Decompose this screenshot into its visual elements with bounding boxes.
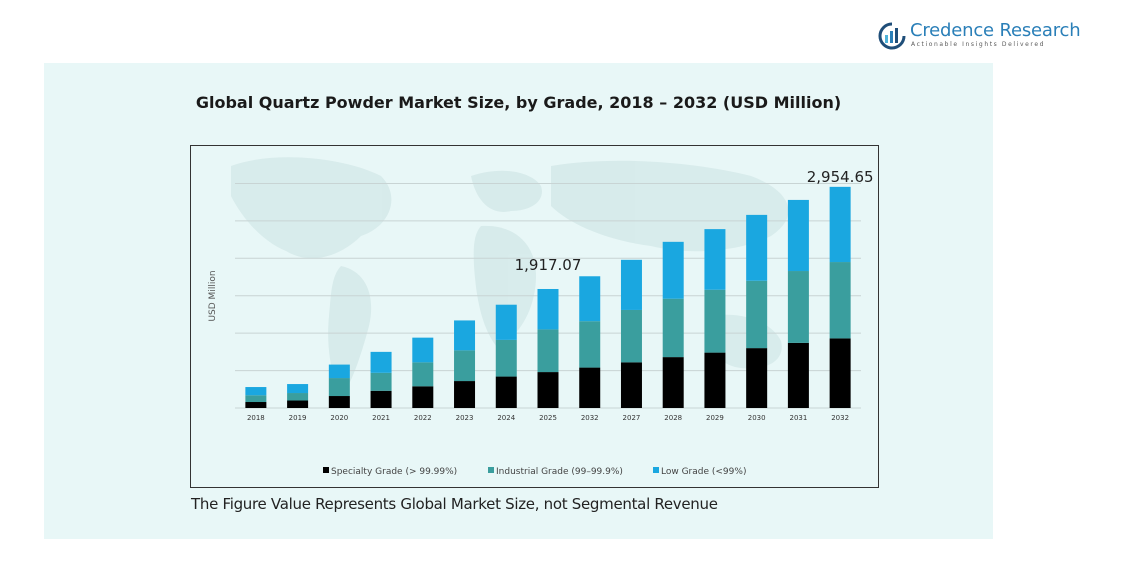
legend-swatch: [653, 467, 659, 473]
footnote: The Figure Value Represents Global Marke…: [191, 495, 718, 513]
x-tick-label: 2025: [539, 414, 557, 422]
x-tick-label: 2032: [831, 414, 849, 422]
y-axis-label: USD Million: [208, 270, 218, 321]
bar-segment: [746, 348, 768, 408]
x-tick-label: 2019: [289, 414, 307, 422]
bar-segment: [787, 199, 809, 272]
x-tick-label: 2032: [581, 414, 599, 422]
bar-segment: [620, 362, 642, 408]
bar-segment: [787, 342, 809, 408]
bar-segment: [287, 400, 309, 408]
bar-segment: [370, 351, 392, 373]
data-label: 2,954.65: [807, 168, 874, 186]
bar-segment: [829, 338, 851, 408]
bar-segment: [370, 390, 392, 408]
bar-segment: [662, 241, 684, 299]
bar-segment: [537, 329, 559, 373]
x-tick-label: 2028: [664, 414, 682, 422]
bar-segment: [579, 367, 601, 408]
bar-segment: [537, 372, 559, 408]
x-tick-label: 2027: [623, 414, 641, 422]
bar-segment: [746, 214, 768, 281]
brand-logo: Credence Research Actionable Insights De…: [878, 20, 1081, 52]
legend-label: Industrial Grade (99–99.9%): [496, 467, 623, 477]
x-tick-label: 2030: [748, 414, 766, 422]
bar-segment: [787, 271, 809, 343]
bar-segment: [328, 364, 350, 379]
bar-segment: [245, 402, 267, 408]
bar-segment: [829, 186, 851, 263]
legend-label: Specialty Grade (> 99.99%): [331, 467, 457, 477]
bar-segment: [704, 289, 726, 353]
bar-segment: [620, 309, 642, 363]
bar-segment: [662, 357, 684, 408]
bar-segment: [620, 259, 642, 310]
bar-segment: [579, 321, 601, 368]
x-tick-label: 2018: [247, 414, 265, 422]
legend-label: Low Grade (<99%): [661, 467, 746, 477]
x-tick-label: 2024: [497, 414, 515, 422]
bar-segment: [287, 384, 309, 394]
legend-swatch: [323, 467, 329, 473]
bar-segment: [370, 372, 392, 391]
chart-area: 2018 2019 2020 2021 2022 2023 2024 2025 2032 2027…: [190, 145, 879, 488]
bar-segment: [328, 396, 350, 408]
legend-swatch: [488, 467, 494, 473]
chart-title: Global Quartz Powder Market Size, by Gra…: [195, 93, 842, 112]
bar-segment: [495, 304, 517, 340]
x-tick-label: 2020: [330, 414, 348, 422]
bar-segment: [704, 229, 726, 290]
x-tick-label: 2023: [456, 414, 474, 422]
bar-segment: [412, 362, 434, 387]
bar-segment: [454, 320, 476, 351]
bar-segment: [495, 376, 517, 408]
bar-segment: [454, 381, 476, 408]
bar-segment: [537, 288, 559, 330]
bar-segment: [245, 395, 267, 403]
bar-segment: [579, 276, 601, 322]
x-tick-label: 2021: [372, 414, 390, 422]
x-axis-tick-labels: 2018 2019 2020 2021 2022 2023 2024 2025 2032 2027…: [247, 414, 849, 422]
data-annotations: 1,917.07 2,954.65: [515, 168, 874, 274]
chart-legend: Specialty Grade (> 99.99%) Industrial Gra…: [323, 467, 746, 477]
bar-segment: [287, 393, 309, 401]
bar-segment: [328, 378, 350, 397]
x-tick-label: 2029: [706, 414, 724, 422]
brand-logo-icon: [878, 22, 906, 50]
bar-segment: [412, 337, 434, 363]
data-label: 1,917.07: [515, 256, 582, 274]
x-tick-label: 2022: [414, 414, 432, 422]
bar-segment: [746, 280, 768, 349]
brand-tagline: Actionable Insights Delivered: [911, 41, 1046, 48]
bar-segment: [454, 350, 476, 382]
bar-segment: [704, 352, 726, 408]
bar-segment: [495, 339, 517, 377]
bar-segment: [245, 387, 267, 396]
brand-name: Credence Research: [910, 20, 1081, 41]
bar-segment: [662, 298, 684, 358]
bar-segment: [829, 262, 851, 339]
bar-segment: [412, 386, 434, 408]
bar-group: [245, 186, 851, 408]
x-tick-label: 2031: [789, 414, 807, 422]
stacked-bar-chart: 2018 2019 2020 2021 2022 2023 2024 2025 2032 2027…: [208, 157, 874, 477]
